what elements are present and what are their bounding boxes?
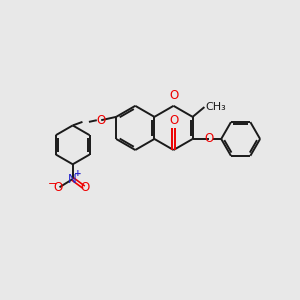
- Text: O: O: [53, 181, 63, 194]
- Text: CH₃: CH₃: [205, 102, 226, 112]
- Text: O: O: [81, 181, 90, 194]
- Text: O: O: [169, 89, 178, 102]
- Text: N: N: [68, 172, 77, 185]
- Text: O: O: [96, 114, 105, 127]
- Text: O: O: [205, 133, 214, 146]
- Text: +: +: [74, 169, 82, 178]
- Text: −: −: [47, 179, 57, 189]
- Text: O: O: [169, 114, 178, 127]
